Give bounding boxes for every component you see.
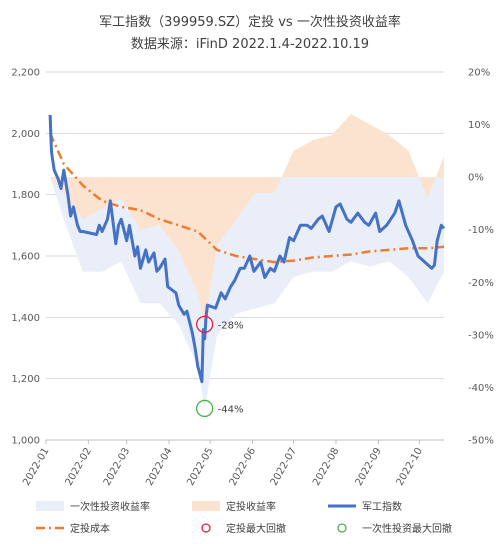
y2-tick-label: -50% [468,436,494,447]
lump-sum-return-area [50,177,444,409]
dca-swatch [192,501,220,511]
y-tick-label: 2,000 [11,129,40,140]
x-tick-label: 2022-06 [228,446,258,488]
y2-tick-label: -20% [468,278,494,289]
y-tick-label: 2,200 [11,68,40,79]
x-tick-label: 2022-07 [269,446,299,488]
lump_mdd-swatch [337,523,347,533]
x-tick-label: 2022-04 [144,446,174,488]
x-tick-label: 2022-10 [395,446,425,488]
lump_mdd-marker [196,399,214,418]
y-tick-label: 1,400 [11,313,40,324]
y-tick-label: 1,600 [11,252,40,263]
x-tick-label: 2022-01 [21,446,51,488]
lump_mdd-label: -44% [218,404,244,415]
x-tick-label: 2022-02 [64,446,94,488]
chart-title: 军工指数（399959.SZ）定投 vs 一次性投资收益率 [99,14,401,30]
y2-tick-label: -10% [468,225,494,236]
dca_mdd-swatch [201,523,211,533]
dca-return-area [50,114,444,325]
y2-tick-label: 10% [468,120,490,131]
x-tick-label: 2022-03 [102,446,132,488]
y2-tick-label: 20% [468,68,490,79]
x-tick-label: 2022-08 [311,446,341,488]
y2-tick-label: -40% [468,383,494,394]
index-line [48,114,446,384]
y-tick-label: 1,200 [11,374,40,385]
x-tick-label: 2022-09 [354,446,384,488]
area-series [50,114,444,409]
line-series [48,114,446,384]
x-tick-label: 2022-05 [185,446,215,488]
y-tick-label: 1,800 [11,190,40,201]
y-tick-label: 1,000 [11,436,40,447]
y2-tick-label: 0% [468,173,484,184]
legend-label: 一次性投资最大回撤 [362,522,452,535]
legend-label: 一次性投资收益率 [70,500,150,513]
legend-label: 定投成本 [70,522,110,535]
dca_mdd-label: -28% [218,320,244,331]
legend-label: 定投收益率 [226,500,276,513]
annotations: -28% -44% [196,315,244,418]
legend-label: 定投最大回撤 [226,522,286,535]
dca_mdd-marker [196,315,214,333]
legend-label: 军工指数 [362,500,402,513]
y2-tick-label: -30% [468,330,494,341]
lump-swatch [36,501,64,511]
chart-subtitle: 数据来源：iFinD 2022.1.4-2022.10.19 [131,37,369,52]
